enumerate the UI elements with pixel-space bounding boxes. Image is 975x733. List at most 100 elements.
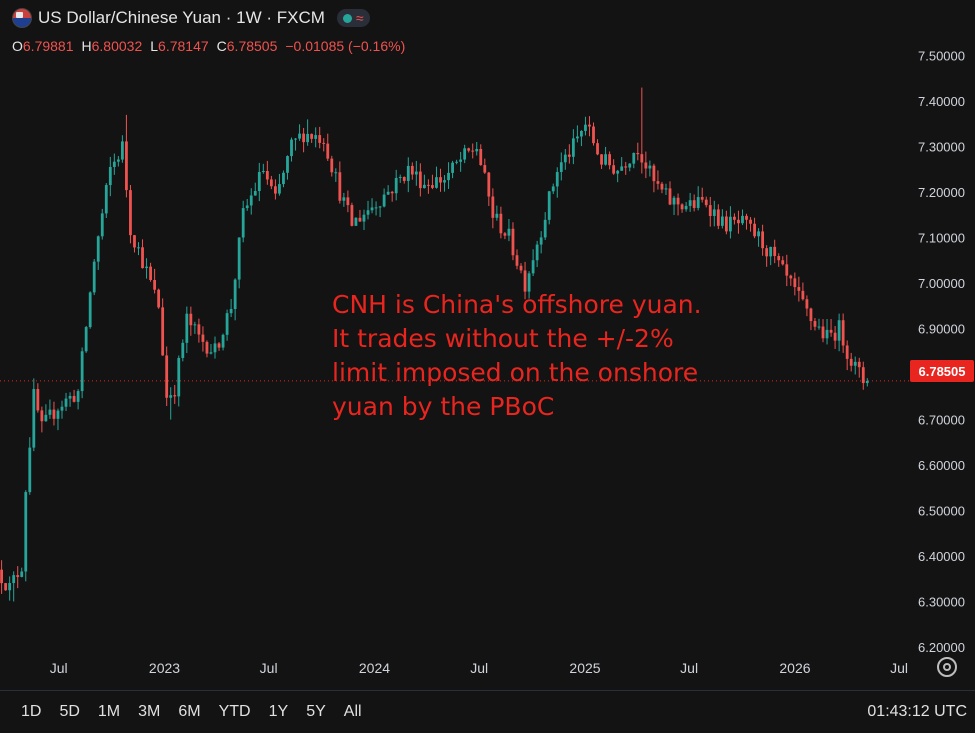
candle-body (338, 172, 342, 201)
candle-body (729, 216, 732, 232)
candle-body (64, 398, 68, 407)
candle-body (861, 367, 865, 384)
candle-body (624, 166, 628, 168)
range-1d[interactable]: 1D (21, 703, 42, 720)
candle (366, 200, 370, 220)
candle-body (580, 130, 583, 137)
candle (632, 152, 636, 169)
candle (245, 198, 249, 211)
candle-body (608, 154, 612, 166)
candle-body (680, 204, 684, 210)
range-3m[interactable]: 3M (138, 703, 161, 720)
candle (676, 193, 680, 216)
candle-body (16, 575, 20, 577)
candle-body (382, 194, 386, 207)
candle-body (418, 171, 422, 189)
candle (278, 173, 281, 196)
candle-body (241, 208, 245, 238)
y-tick-label: 7.50000 (918, 49, 965, 64)
candle (80, 347, 84, 399)
candle-body (386, 191, 390, 195)
candle (487, 171, 491, 206)
candle (491, 188, 495, 229)
candle (447, 162, 450, 189)
range-1y[interactable]: 1Y (268, 703, 289, 720)
candle-body (853, 361, 857, 366)
candle-body (104, 185, 108, 214)
candle (584, 116, 587, 136)
range-6m[interactable]: 6M (178, 703, 201, 720)
candle (616, 169, 620, 183)
candle-body (511, 228, 515, 256)
candle-body (358, 217, 362, 222)
candle-body (604, 154, 607, 165)
candle-body (314, 135, 318, 139)
candle-body (515, 255, 519, 266)
candle (720, 209, 724, 229)
candle (656, 170, 660, 190)
candle (358, 209, 362, 222)
range-ytd[interactable]: YTD (218, 703, 251, 720)
candle (724, 210, 728, 235)
candle-body (777, 255, 781, 261)
range-1m[interactable]: 1M (97, 703, 121, 720)
y-tick-label: 6.50000 (918, 504, 965, 519)
utc-clock[interactable]: 01:43:12 UTC (867, 703, 967, 720)
candle (853, 356, 857, 375)
candle (471, 143, 475, 159)
candle-body (92, 261, 96, 293)
candle-body (628, 163, 632, 168)
candle-body (612, 165, 616, 174)
candle (588, 116, 591, 137)
candle-body (527, 273, 531, 292)
range-all[interactable]: All (343, 703, 362, 720)
candle (60, 400, 64, 419)
candle (88, 291, 92, 329)
candle (680, 203, 684, 213)
candle-body (378, 206, 382, 208)
candle-body (487, 172, 491, 197)
candle-body (459, 159, 463, 162)
candle-body (443, 180, 446, 183)
candle-body (350, 205, 354, 226)
candle-body (620, 166, 624, 171)
settings-icon[interactable] (937, 657, 957, 677)
candle (624, 161, 628, 175)
x-tick-label: Jul (50, 660, 68, 676)
candle (527, 271, 531, 299)
candle (660, 181, 664, 194)
candle (575, 125, 579, 143)
candle (555, 167, 559, 198)
candle (225, 309, 229, 341)
range-5y[interactable]: 5Y (306, 703, 326, 720)
candle-body (825, 329, 829, 339)
candle-body (197, 324, 201, 335)
candle-body (692, 200, 696, 208)
candle-body (310, 133, 314, 139)
candle (116, 156, 120, 167)
candle-body (741, 215, 744, 224)
candle (241, 200, 245, 243)
candle (213, 336, 217, 359)
candle-body (72, 395, 76, 402)
status-pill[interactable]: ≈ (336, 9, 370, 27)
range-5d[interactable]: 5D (59, 703, 80, 720)
candle-body (96, 236, 100, 262)
symbol-title[interactable]: US Dollar/Chinese Yuan · 1W · FXCM (38, 8, 325, 27)
candle (141, 239, 144, 269)
candle (237, 237, 241, 289)
candle (797, 276, 801, 302)
candle (427, 179, 430, 194)
candle (543, 212, 547, 240)
candle-body (56, 410, 60, 419)
candle-body (205, 341, 209, 354)
candle-body (129, 190, 132, 236)
candle-body (189, 313, 193, 326)
annotation-line: yuan by the PBoC (332, 392, 555, 421)
candle-body (455, 161, 458, 163)
candle (833, 326, 837, 349)
candle-body (797, 287, 801, 291)
candle (809, 307, 813, 331)
candle-body (857, 361, 861, 368)
